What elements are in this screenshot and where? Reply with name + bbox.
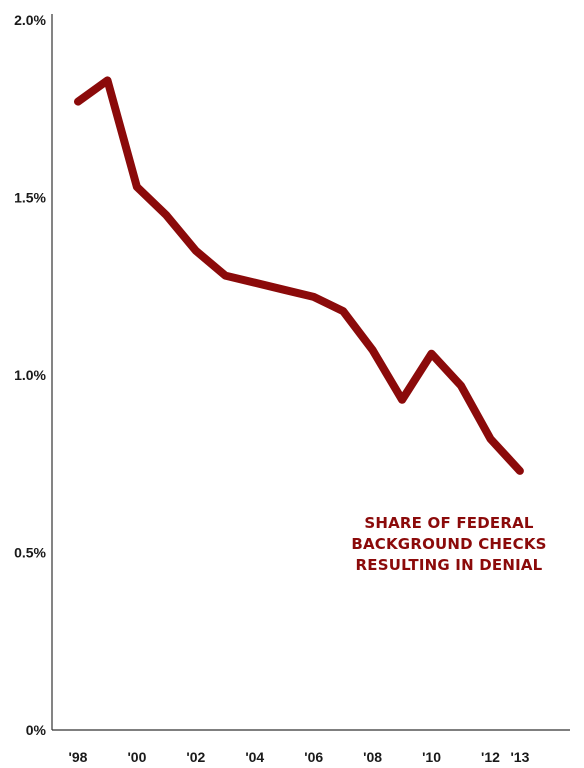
x-tick-label: '02 (186, 749, 205, 765)
x-tick-label: '06 (304, 749, 323, 765)
y-tick-label: 1.0% (14, 367, 46, 383)
y-tick-label: 0% (26, 722, 47, 738)
x-tick-label: '98 (69, 749, 88, 765)
x-tick-label: '10 (422, 749, 441, 765)
y-tick-label: 2.0% (14, 12, 46, 28)
x-axis-ticks: '98 '00 '02 '04 '06 '08 '10 '12 '13 (69, 749, 530, 765)
x-tick-label: '13 (510, 749, 529, 765)
y-tick-label: 1.5% (14, 190, 46, 206)
y-axis-ticks: 0% 0.5% 1.0% 1.5% 2.0% (14, 12, 46, 738)
x-tick-label: '04 (245, 749, 264, 765)
annotation-line-1: SHARE OF FEDERAL (364, 514, 534, 532)
x-tick-label: '08 (363, 749, 382, 765)
series-group (74, 76, 524, 475)
annotation-line-3: RESULTING IN DENIAL (355, 556, 543, 574)
annotation-line-2: BACKGROUND CHECKS (351, 535, 547, 553)
series-line-denial-share (74, 76, 524, 475)
axes (51, 14, 570, 731)
x-tick-label: '00 (127, 749, 146, 765)
y-tick-label: 0.5% (14, 545, 46, 561)
chart-annotation: SHARE OF FEDERAL BACKGROUND CHECKS RESUL… (330, 513, 568, 576)
x-tick-label: '12 (481, 749, 500, 765)
